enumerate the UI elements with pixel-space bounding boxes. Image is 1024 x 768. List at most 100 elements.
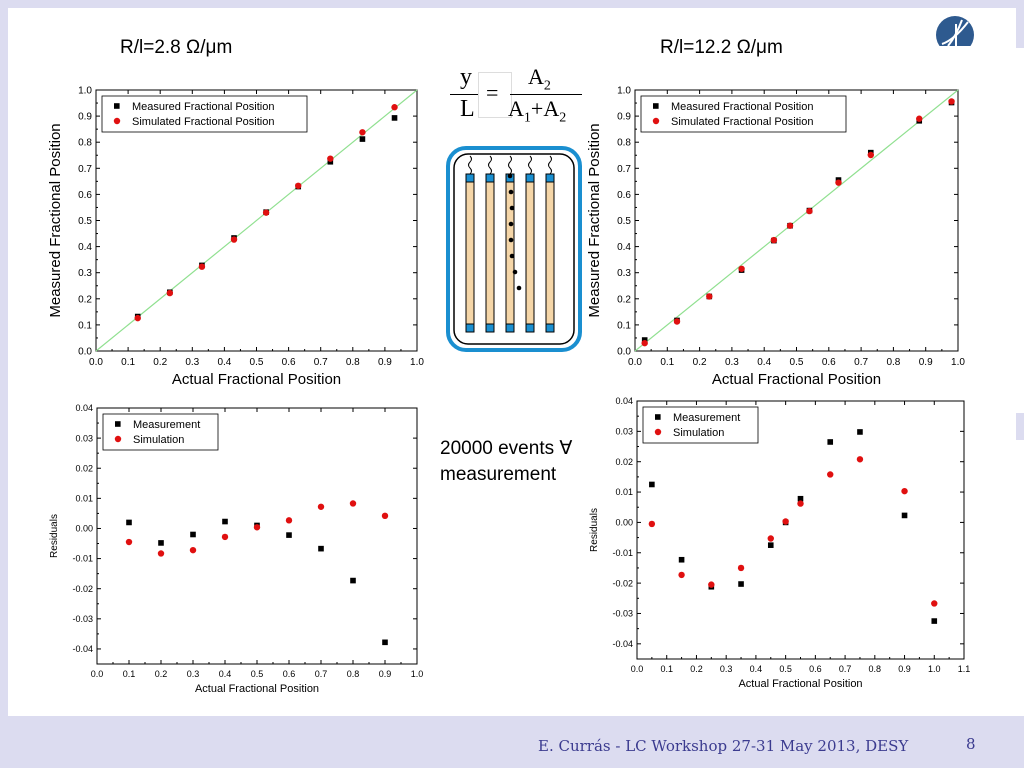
- measured-point: [797, 495, 804, 502]
- measured-point: [286, 532, 292, 538]
- hit-dot: [516, 285, 522, 291]
- x-tick-label: 0.3: [187, 669, 200, 679]
- measured-point: [931, 618, 938, 624]
- page-number: 8: [966, 735, 976, 753]
- x-tick-label: 0.9: [919, 357, 933, 368]
- measured-point: [678, 556, 685, 563]
- simulated-point: [648, 520, 656, 528]
- y-tick-label: 0.8: [617, 138, 631, 149]
- desy-logo-icon: [934, 16, 976, 54]
- simulated-point: [797, 500, 804, 507]
- x-tick-label: 0.9: [898, 664, 911, 674]
- x-tick-label: 0.4: [750, 664, 763, 674]
- y-tick-label: 0.03: [615, 427, 633, 437]
- chart-top-right: 0.0 0.1 0.2 0.3 0.4 0.5 0.6 0.7 0.8 0.9 1.0 0.0 0.1 0…: [585, 80, 985, 405]
- x-tick-label: 0.3: [185, 357, 199, 368]
- legend-box: [101, 95, 308, 133]
- legend-box: [642, 406, 759, 444]
- x-tick-label: 0.1: [121, 357, 135, 368]
- y-tick-label: -0.03: [612, 609, 633, 619]
- x-tick-label: 0.4: [219, 669, 232, 679]
- simulated-point: [827, 471, 834, 478]
- measured-point: [318, 545, 324, 552]
- x-tick-label: 0.2: [153, 357, 167, 368]
- x-tick-label: 0.5: [790, 357, 804, 368]
- x-tick-label: 0.2: [155, 669, 168, 679]
- footer-text: E. Currás - LC Workshop 27-31 May 2013, …: [538, 737, 909, 755]
- simulated-point: [189, 546, 197, 554]
- x-axis-label: Actual Fractional Position: [712, 371, 881, 388]
- wire-end-top: [485, 173, 495, 183]
- x-tick-label: 0.7: [314, 357, 328, 368]
- legend-label: Simulation: [133, 434, 184, 446]
- hit-dot: [507, 173, 513, 179]
- x-tick-label: 0.0: [91, 669, 104, 679]
- x-tick-label: 0.5: [250, 357, 264, 368]
- simulated-point: [835, 179, 842, 186]
- wire-tube: [485, 173, 495, 333]
- simulated-point: [901, 487, 908, 495]
- x-tick-label: 0.2: [693, 357, 707, 368]
- formula-L: L: [460, 96, 475, 122]
- measured-point: [158, 540, 164, 546]
- simulated-point: [166, 289, 174, 297]
- y-tick-label: 0.4: [617, 242, 631, 253]
- y-tick-label: 0.03: [75, 433, 93, 443]
- y-tick-label: 0.0: [617, 347, 631, 358]
- x-tick-label: 1.0: [410, 357, 424, 368]
- wire-end-bottom: [465, 323, 475, 333]
- x-tick-label: 0.6: [822, 357, 836, 368]
- plot-frame: [636, 400, 965, 660]
- y-tick-label: 0.3: [617, 268, 631, 279]
- simulated-point: [708, 581, 715, 588]
- simulated-point: [327, 155, 334, 162]
- x-tick-label: 0.0: [89, 357, 103, 368]
- x-tick-label: 0.1: [660, 357, 674, 368]
- chart-top-left: 0.0 0.1 0.2 0.3 0.4 0.5 0.6 0.7 0.8 0.9 1.0 0.0 0.1 0…: [40, 80, 440, 405]
- y-tick-label: 0.1: [78, 320, 92, 331]
- formula-numerator: A2: [528, 64, 551, 94]
- wire-spring: [508, 155, 512, 175]
- y-tick-label: -0.02: [612, 578, 633, 588]
- legend-label: Measurement: [673, 412, 740, 424]
- x-axis-label: Actual Fractional Position: [195, 683, 319, 695]
- simulated-point: [295, 182, 302, 189]
- measured-point: [827, 439, 834, 445]
- x-tick-label: 0.0: [631, 664, 644, 674]
- simulated-point: [641, 339, 648, 347]
- simulated-point: [198, 263, 206, 270]
- legend-label: Measured Fractional Position: [671, 101, 813, 113]
- x-tick-label: 0.9: [378, 357, 392, 368]
- x-tick-label: 0.4: [217, 357, 231, 368]
- y-tick-label: 0.7: [78, 164, 92, 175]
- x-tick-label: 0.9: [379, 669, 392, 679]
- y-tick-label: 0.6: [617, 190, 631, 201]
- simulated-point: [134, 314, 141, 322]
- legend-label: Simulated Fractional Position: [671, 116, 813, 128]
- hit-dot: [512, 269, 518, 275]
- y-tick-label: 0.04: [75, 403, 93, 413]
- x-axis-label: Actual Fractional Position: [738, 678, 862, 690]
- wire-end-bottom: [505, 323, 515, 333]
- title-left: R/l=2.8 Ω/μm: [120, 37, 233, 58]
- x-tick-label: 0.5: [779, 664, 792, 674]
- y-axis-label: Measured Fractional Position: [586, 123, 603, 317]
- y-tick-label: 0.2: [78, 294, 92, 305]
- legend-marker-simulated: [652, 117, 660, 125]
- x-tick-label: 1.0: [928, 664, 941, 674]
- side-strip-bottom: [1016, 440, 1024, 716]
- measured-point: [738, 581, 744, 587]
- simulated-point: [916, 115, 923, 122]
- detector-illustration: [446, 146, 582, 352]
- measured-point: [857, 429, 863, 435]
- measured-point: [901, 512, 908, 519]
- wire-end-bottom: [545, 323, 555, 333]
- fit-line: [634, 89, 959, 352]
- x-tick-label: 0.7: [315, 669, 328, 679]
- hit-dot: [508, 189, 514, 195]
- events-note: 20000 events ∀ measurement: [440, 436, 572, 488]
- x-tick-label: 0.6: [283, 669, 296, 679]
- measured-point: [767, 542, 774, 548]
- simulated-point: [738, 265, 745, 272]
- y-tick-label: 0.9: [78, 112, 92, 123]
